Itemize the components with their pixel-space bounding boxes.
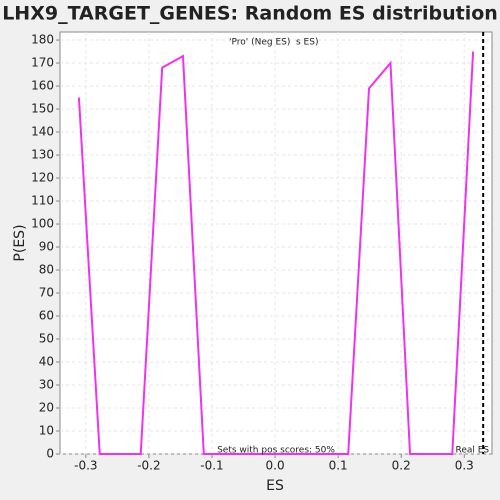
y-tick-label: 40 bbox=[39, 355, 54, 369]
y-tick-label: 180 bbox=[31, 33, 54, 47]
y-tick-label: 0 bbox=[46, 447, 54, 461]
y-tick-label: 80 bbox=[39, 263, 54, 277]
annotation: Sets with pos scores: 50% bbox=[217, 446, 335, 456]
y-tick-label: 130 bbox=[31, 148, 54, 162]
legend-entry: 'Pro' (Neg ES) bbox=[229, 38, 290, 48]
x-tick-label: 0.2 bbox=[392, 459, 411, 473]
y-tick-label: 50 bbox=[39, 332, 54, 346]
x-tick-label: -0.3 bbox=[74, 459, 97, 473]
y-axis-label: P(ES) bbox=[12, 224, 28, 261]
y-tick-label: 160 bbox=[31, 79, 54, 93]
x-tick-label: 0.0 bbox=[266, 459, 285, 473]
x-tick-label: 0.3 bbox=[455, 459, 474, 473]
y-tick-label: 10 bbox=[39, 424, 54, 438]
y-tick-label: 120 bbox=[31, 171, 54, 185]
chart-title: LHX9_TARGET_GENES: Random ES distributio… bbox=[2, 3, 498, 25]
y-tick-label: 30 bbox=[39, 378, 54, 392]
plot-area bbox=[59, 31, 493, 455]
y-tick-label: 170 bbox=[31, 56, 54, 70]
y-tick-label: 110 bbox=[31, 194, 54, 208]
legend-entry: s ES) bbox=[296, 38, 318, 48]
real-es-label: Real ES bbox=[455, 446, 489, 456]
y-tick-label: 140 bbox=[31, 125, 54, 139]
x-tick-label: 0.1 bbox=[329, 459, 348, 473]
y-tick-label: 20 bbox=[39, 401, 54, 415]
y-tick-label: 60 bbox=[39, 309, 54, 323]
x-axis-label: ES bbox=[266, 478, 284, 494]
x-tick-label: -0.2 bbox=[137, 459, 160, 473]
es-line bbox=[77, 51, 475, 455]
y-tick-label: 70 bbox=[39, 286, 54, 300]
y-tick-label: 100 bbox=[31, 217, 54, 231]
y-tick-label: 150 bbox=[31, 102, 54, 116]
y-tick-label: 90 bbox=[39, 240, 54, 254]
x-tick-label: -0.1 bbox=[200, 459, 223, 473]
